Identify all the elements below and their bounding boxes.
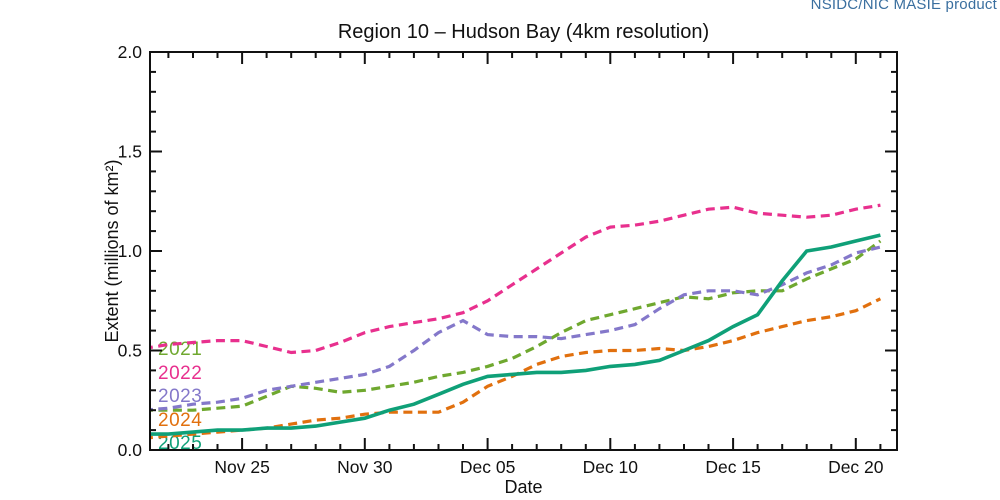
legend-label-2023: 2023 [158,386,203,407]
x-tick-label: Nov 30 [337,457,393,477]
series-line-2025 [150,233,881,436]
series-line-2022 [150,203,881,355]
product-label: NSIDC/NIC MASIE product [810,0,997,13]
series-line-2024 [150,297,882,440]
y-axis-title: Extent (millions of km²) [102,159,122,343]
legend: 2021 2022 2023 2024 2025 [158,338,202,456]
x-tick-label: Dec 15 [705,457,760,477]
x-tick-label: Dec 10 [583,457,639,477]
y-tick-label: 0.5 [118,341,142,361]
x-tick-label: Dec 05 [460,457,515,477]
y-tick-label: 1.5 [118,142,142,162]
x-tick-label: Dec 20 [828,457,884,477]
y-tick-label: 1.0 [118,241,143,261]
y-tick-label: 2.0 [118,42,143,62]
chart-title: Region 10 – Hudson Bay (4km resolution) [337,21,710,43]
series-line-2023 [150,245,881,412]
x-axis-title: Date [504,477,543,497]
y-tick-label: 0.0 [118,440,143,460]
legend-label-2024: 2024 [158,409,203,431]
legend-label-2022: 2022 [158,362,203,384]
x-tick-label: Nov 25 [214,457,269,477]
series-line-2021 [150,239,882,412]
